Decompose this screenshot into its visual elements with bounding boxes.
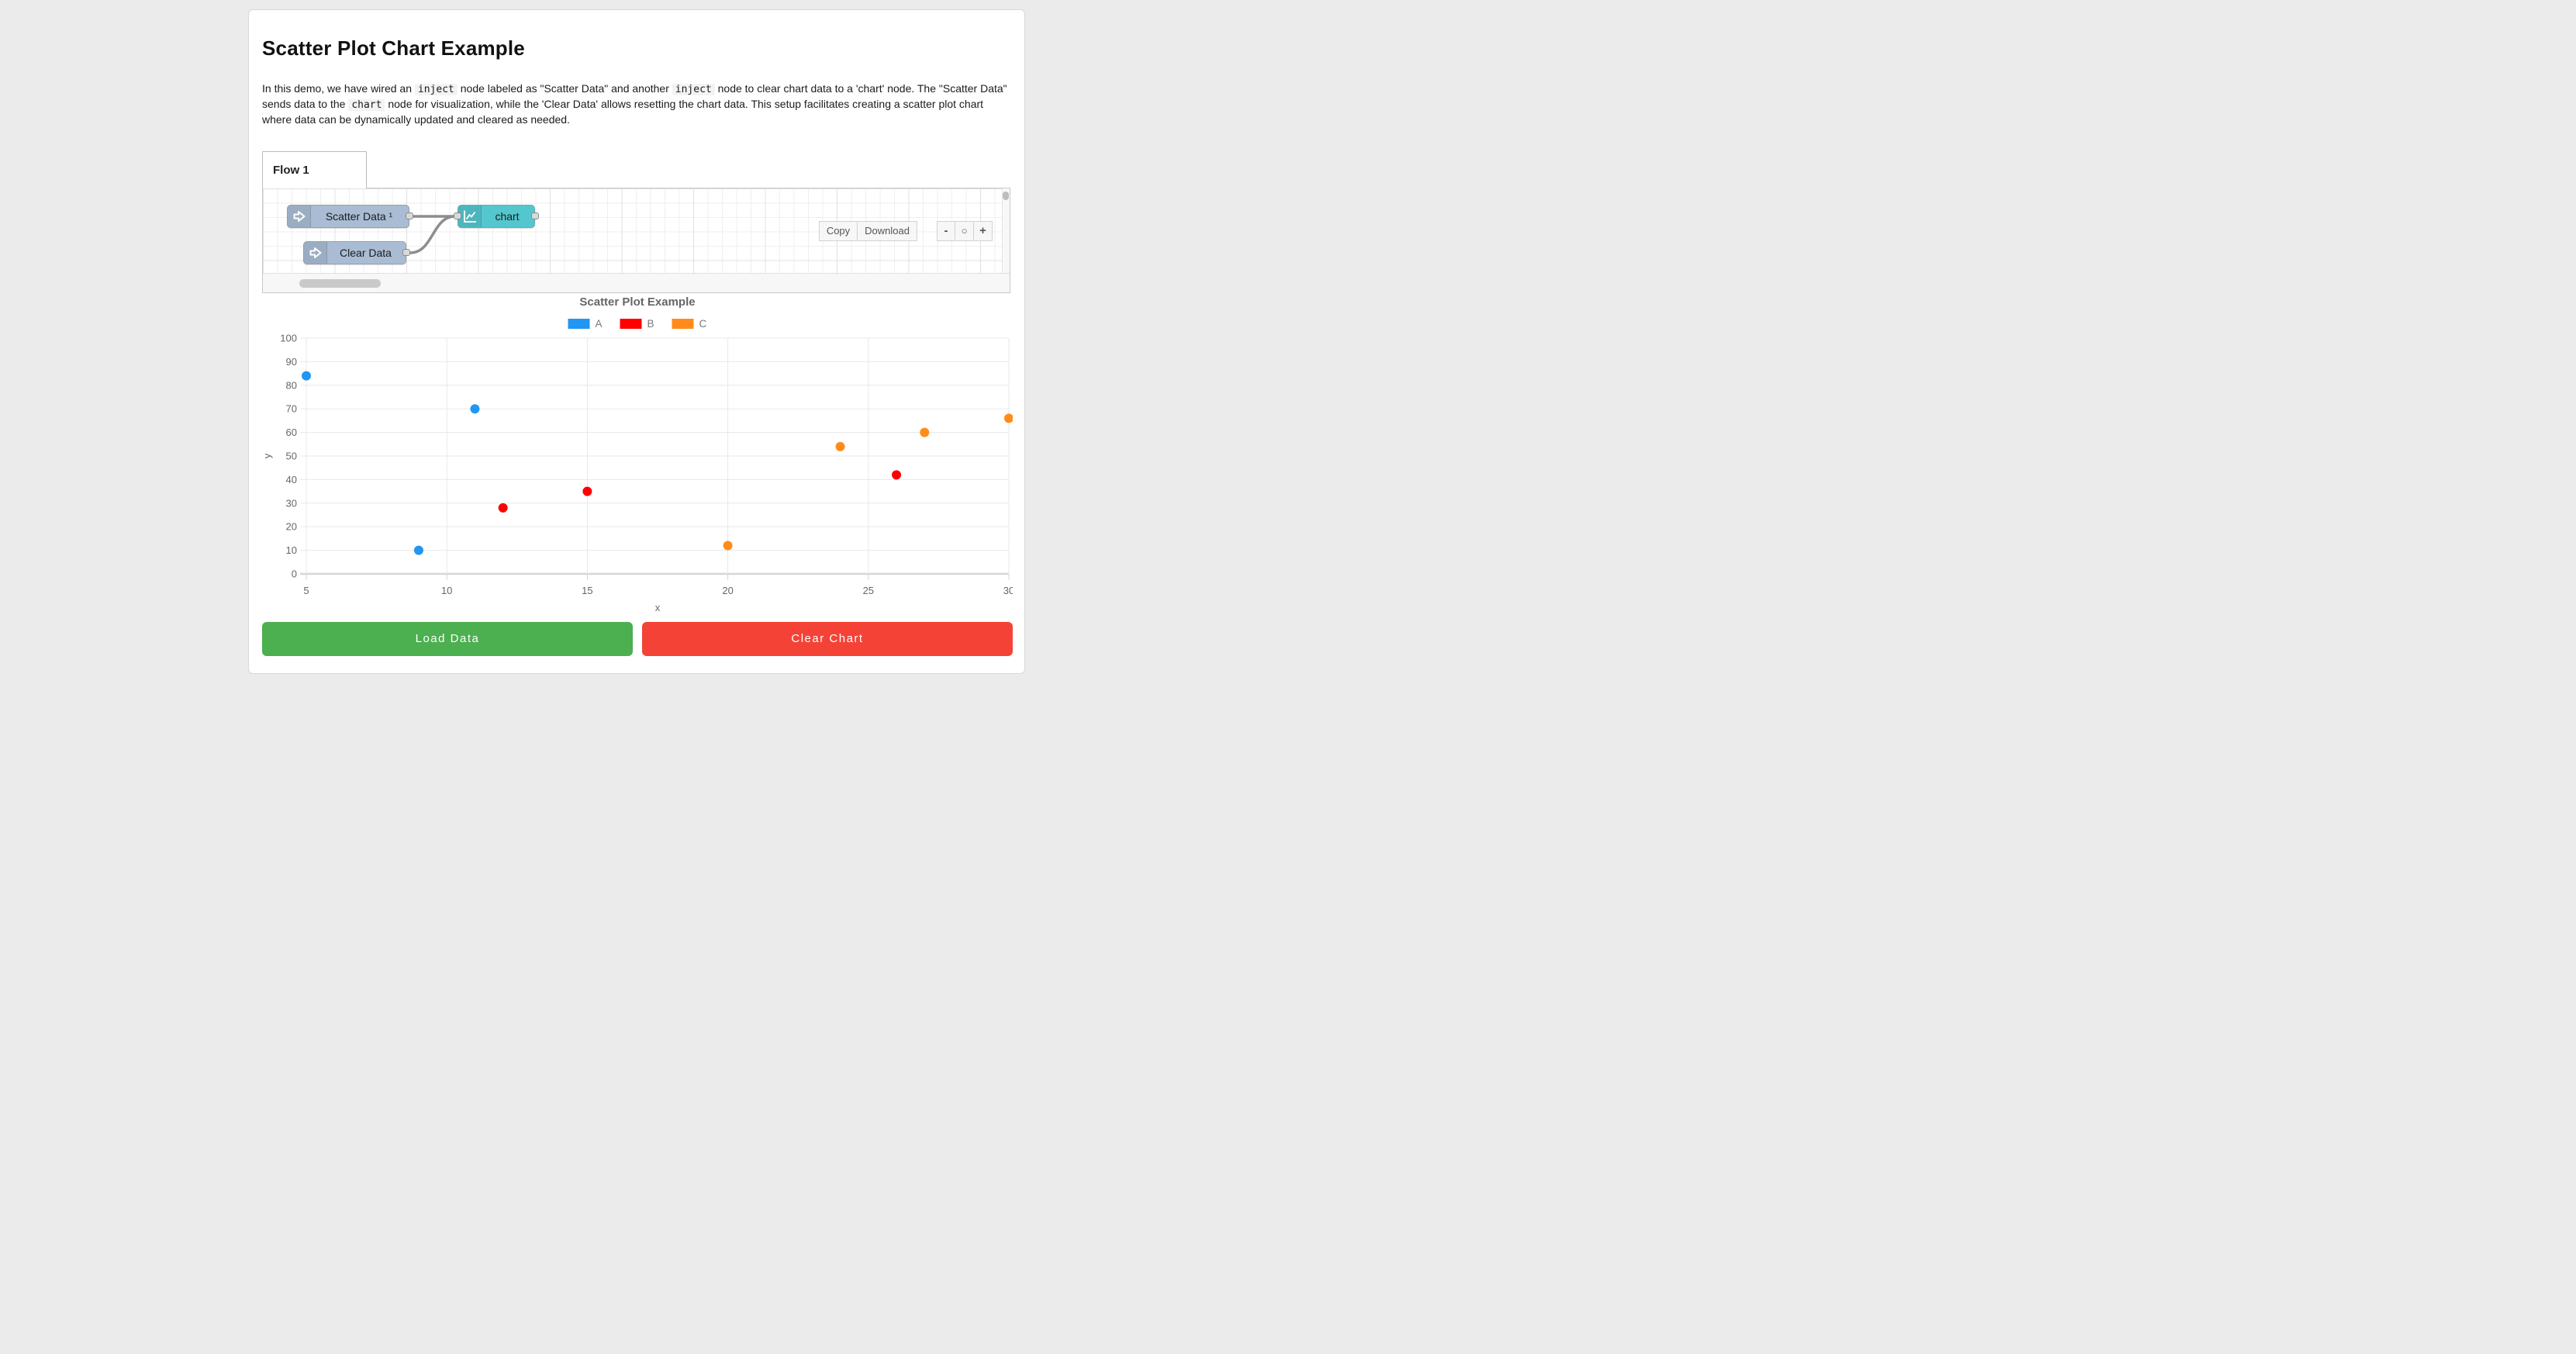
x-tick-label: 15 xyxy=(582,585,592,596)
wire-clear-to-chart xyxy=(409,215,457,254)
x-tick-label: 10 xyxy=(441,585,452,596)
chart-node[interactable]: chart xyxy=(454,204,539,228)
copy-button[interactable]: Copy xyxy=(818,220,858,241)
flow-editor: Flow 1 Scatter Data ¹ xyxy=(262,150,1010,293)
legend-swatch-C[interactable] xyxy=(672,318,694,329)
legend-swatch-A[interactable] xyxy=(568,318,590,329)
legend-label-C[interactable]: C xyxy=(699,318,707,330)
input-port[interactable] xyxy=(454,212,461,219)
download-button[interactable]: Download xyxy=(858,220,917,241)
y-tick-label: 80 xyxy=(286,379,297,391)
node-label: chart xyxy=(495,209,520,223)
y-tick-label: 20 xyxy=(286,521,297,533)
y-tick-label: 0 xyxy=(292,568,297,579)
data-point-C xyxy=(835,441,845,451)
inject-node-scatter-data[interactable]: Scatter Data ¹ xyxy=(287,204,413,228)
y-tick-label: 50 xyxy=(286,450,297,461)
flow-tab[interactable]: Flow 1 xyxy=(262,150,367,188)
output-port[interactable] xyxy=(531,212,539,219)
content-card: Scatter Plot Chart Example In this demo,… xyxy=(248,9,1025,674)
flow-wires xyxy=(409,215,457,254)
horizontal-scrollbar-thumb[interactable] xyxy=(299,278,381,288)
load-data-button[interactable]: Load Data xyxy=(262,621,633,656)
x-axis-label: x xyxy=(655,602,661,613)
chart-icon xyxy=(458,205,482,227)
data-point-A xyxy=(470,404,480,414)
node-label: Clear Data xyxy=(340,246,392,259)
flow-canvas[interactable]: Scatter Data ¹ Clear Data xyxy=(262,187,1010,293)
data-point-C xyxy=(723,541,733,551)
y-tick-label: 40 xyxy=(286,474,297,485)
flow-tab-label: Flow 1 xyxy=(273,163,309,177)
data-point-B xyxy=(582,486,592,496)
x-tick-label: 30 xyxy=(1003,585,1013,596)
x-tick-label: 25 xyxy=(863,585,874,596)
zoom-in-button[interactable]: + xyxy=(974,220,993,241)
scatter-chart: Scatter Plot Example A B C 0 10 20 30 40 50 60 70 80… xyxy=(262,293,1013,616)
data-point-A xyxy=(302,371,311,381)
vertical-scrollbar[interactable] xyxy=(1002,188,1010,273)
x-tick-label: 5 xyxy=(303,585,309,596)
page-title: Scatter Plot Chart Example xyxy=(262,36,525,60)
legend-label-B[interactable]: B xyxy=(647,318,654,330)
zoom-reset-button[interactable]: ○ xyxy=(955,220,974,241)
data-point-B xyxy=(498,503,508,513)
horizontal-scrollbar[interactable] xyxy=(263,272,1010,292)
action-buttons: Load Data Clear Chart xyxy=(262,621,1013,656)
zoom-out-button[interactable]: - xyxy=(937,220,955,241)
y-tick-label: 70 xyxy=(286,403,297,415)
vertical-scrollbar-thumb[interactable] xyxy=(1003,191,1009,200)
y-tick-label: 90 xyxy=(286,356,297,368)
node-label: Scatter Data ¹ xyxy=(325,209,393,223)
y-tick-label: 30 xyxy=(286,497,297,509)
output-port[interactable] xyxy=(402,248,410,256)
inject-icon xyxy=(304,241,327,264)
clear-chart-button[interactable]: Clear Chart xyxy=(642,621,1013,656)
inject-icon xyxy=(288,205,311,227)
legend-swatch-B[interactable] xyxy=(620,318,642,329)
flow-toolbar: Copy Download xyxy=(818,220,917,241)
y-axis-label: y xyxy=(262,453,273,458)
flow-grid: Scatter Data ¹ Clear Data xyxy=(263,188,1010,273)
legend-label-A[interactable]: A xyxy=(596,318,603,330)
y-tick-label: 10 xyxy=(286,544,297,556)
y-tick-label: 100 xyxy=(280,332,297,344)
data-point-A xyxy=(413,545,423,555)
inline-code: inject xyxy=(672,84,715,95)
data-point-C xyxy=(920,427,930,437)
intro-paragraph: In this demo, we have wired an inject no… xyxy=(262,82,1007,126)
x-tick-label: 20 xyxy=(722,585,733,596)
data-point-C xyxy=(1004,413,1013,423)
y-tick-label: 60 xyxy=(286,427,297,438)
inline-code: inject xyxy=(414,84,458,95)
scatter-plot-svg: Scatter Plot Example A B C 0 10 20 30 40 50 60 70 80… xyxy=(262,295,1013,613)
data-point-B xyxy=(892,470,902,480)
inline-code: chart xyxy=(348,99,385,112)
zoom-controls: - ○ + xyxy=(937,220,993,241)
chart-title: Scatter Plot Example xyxy=(579,295,695,309)
inject-node-clear-data[interactable]: Clear Data xyxy=(303,240,410,264)
output-port[interactable] xyxy=(406,212,413,219)
